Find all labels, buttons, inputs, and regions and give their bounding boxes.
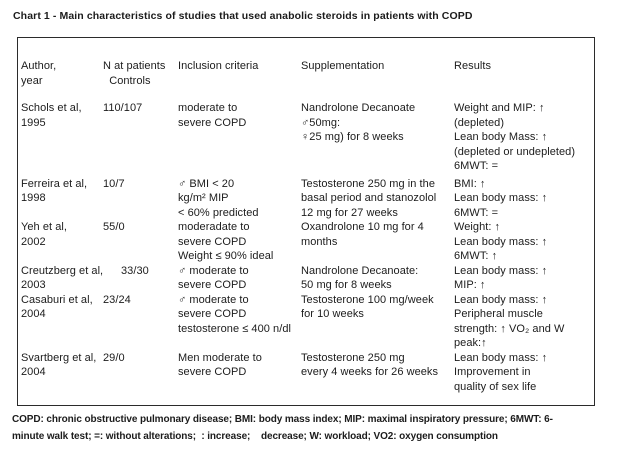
header-supplementation: Supplementation [301, 60, 385, 72]
author-cell: Creutzberg et al, 2003 [21, 264, 104, 292]
author-cell: Schols et al, 1995 [21, 102, 82, 129]
n-cell: 23/24 [103, 293, 131, 306]
inclusion-cell: ♂ BMI < 20 kg/m² MIP < 60% predicted [178, 177, 259, 219]
supplementation-cell: Nandrolone Decanoate ♂50mg: ♀25 mg) for … [301, 102, 416, 143]
author-cell: Ferreira et al, 1998 [21, 177, 88, 205]
table-row: Yeh et al, 2002 55/0 moderadate to sever… [18, 220, 594, 264]
inclusion-cell: moderadate to severe COPD Weight ≤ 90% i… [178, 221, 274, 262]
n-cell: 110/107 [103, 102, 143, 114]
table-row: Schols et al, 1995 110/107 moderate to s… [18, 101, 594, 174]
n-cell: 29/0 [103, 351, 125, 364]
chart-title: Chart 1 - Main characteristics of studie… [13, 10, 473, 22]
author-cell: Yeh et al, 2002 [21, 221, 67, 248]
author-cell: Casaburi et al, 2004 [21, 293, 93, 321]
author-cell: Svartberg et al, 2004 [21, 351, 97, 379]
supplementation-cell: Nandrolone Decanoate: 50 mg for 8 weeks [301, 264, 419, 292]
results-cell: Lean body mass: ↑ MIP: ↑ [454, 264, 548, 292]
supplementation-cell: Testosterone 250 mg every 4 weeks for 26… [301, 351, 439, 379]
supplementation-cell: Oxandrolone 10 mg for 4 months [301, 221, 424, 248]
studies-table: Author, year N at patients Controls Incl… [17, 37, 595, 406]
inclusion-cell: ♂ moderate to severe COPD [178, 264, 249, 292]
results-cell: Lean body mass: ↑ Improvement in quality… [454, 351, 548, 393]
n-cell: 10/7 [103, 177, 125, 190]
results-cell: Weight and MIP: ↑ (depleted) Lean body M… [454, 102, 576, 172]
results-cell: Weight: ↑ Lean body mass: ↑ 6MWT: ↑ [454, 221, 548, 262]
table-row: Creutzberg et al, 2003 33/30 ♂ moderate … [18, 264, 594, 293]
inclusion-cell: ♂ moderate to severe COPD testosterone ≤… [178, 293, 291, 335]
table-row: Ferreira et al, 1998 10/7 ♂ BMI < 20 kg/… [18, 177, 594, 221]
n-cell: 33/30 [121, 264, 149, 277]
header-author-year: Author, year [21, 60, 57, 87]
results-cell: Lean body mass: ↑ Peripheral muscle stre… [454, 293, 565, 350]
results-cell: BMI: ↑ Lean body mass: ↑ 6MWT: = [454, 177, 548, 219]
inclusion-cell: Men moderate to severe COPD [178, 351, 262, 379]
table-row: Svartberg et al, 2004 29/0 Men moderate … [18, 351, 594, 395]
supplementation-cell: Testosterone 250 mg in the basal period … [301, 177, 437, 219]
inclusion-cell: moderate to severe COPD [178, 102, 247, 129]
header-n-patients-controls: N at patients Controls [103, 60, 166, 87]
table-header-row: Author, year N at patients Controls Incl… [18, 59, 594, 88]
supplementation-cell: Testosterone 100 mg/week for 10 weeks [301, 293, 434, 321]
header-results: Results [454, 60, 492, 72]
n-cell: 55/0 [103, 221, 125, 233]
header-inclusion-criteria: Inclusion criteria [178, 60, 259, 72]
abbreviations-footnote: COPD: chronic obstructive pulmonary dise… [12, 414, 553, 442]
table-row: Casaburi et al, 2004 23/24 ♂ moderate to… [18, 293, 594, 351]
